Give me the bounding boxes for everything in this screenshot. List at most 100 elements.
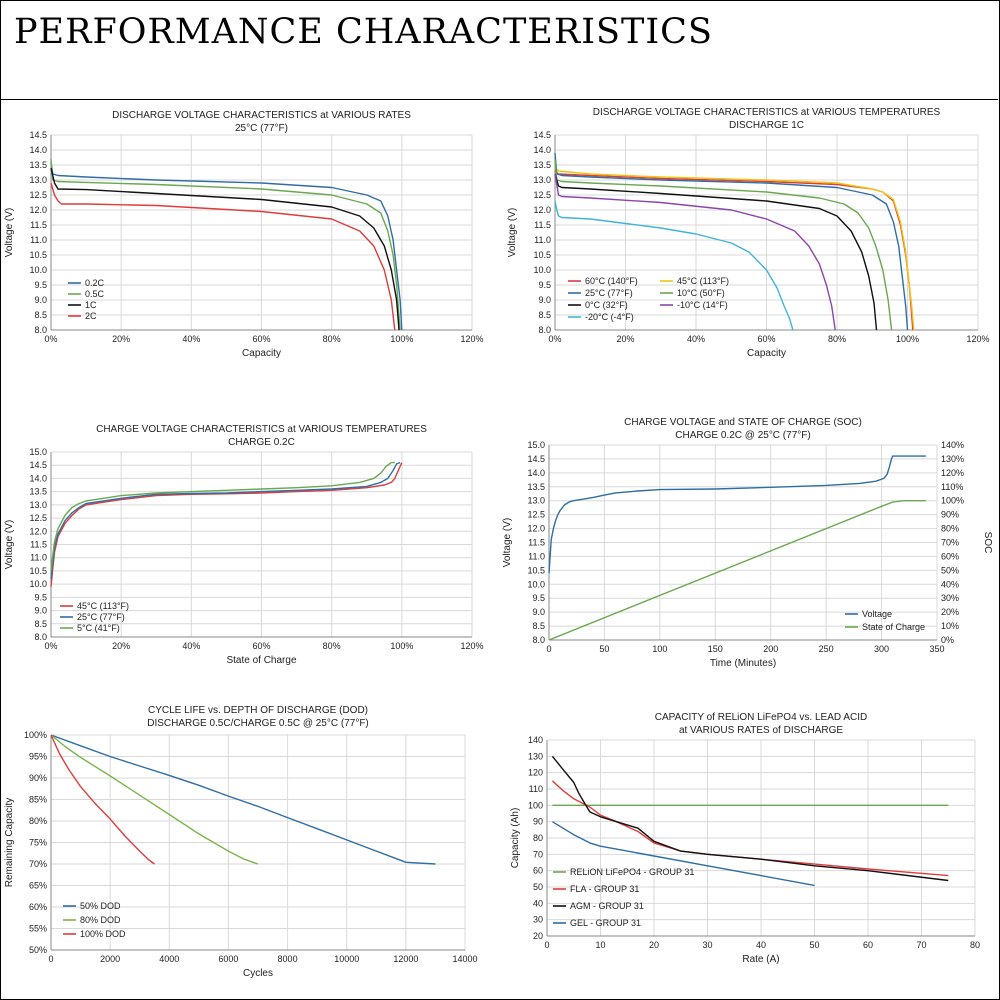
y2-tick-label: 130% — [941, 454, 964, 464]
series-line — [548, 455, 926, 574]
x-tick-label: 50 — [809, 940, 819, 950]
series-line — [50, 461, 401, 579]
y2-tick-label: 140% — [941, 440, 964, 450]
legend-label: 25°C (77°F) — [77, 612, 125, 622]
y-tick-label: 100% — [24, 730, 47, 740]
y-tick-label: 10.5 — [29, 566, 47, 576]
y-tick-label: 70 — [533, 849, 543, 859]
y-tick-label: 8.5 — [532, 621, 545, 631]
y-tick-label: 12.5 — [527, 510, 545, 520]
x-tick-label: 80% — [323, 334, 341, 344]
y-tick-label: 12.5 — [29, 190, 47, 200]
series-line — [50, 167, 400, 331]
legend-label: Voltage — [862, 609, 892, 619]
legend-label: -20°C (-4°F) — [585, 312, 634, 322]
y-tick-label: 80 — [533, 833, 543, 843]
y-tick-label: 13.5 — [29, 160, 47, 170]
y-axis-label: Capacity (Ah) — [510, 808, 521, 869]
y-tick-label: 8.0 — [532, 635, 545, 645]
series-line — [552, 821, 815, 887]
x-tick-label: 100% — [390, 641, 413, 651]
y-tick-label: 8.0 — [34, 632, 47, 642]
series-line — [50, 734, 259, 865]
y2-tick-label: 30% — [941, 593, 959, 603]
series-line — [50, 461, 395, 571]
series-line — [551, 780, 949, 877]
y-tick-label: 14.5 — [29, 460, 47, 470]
y-tick-label: 11.0 — [30, 235, 47, 245]
y-tick-label: 130 — [528, 751, 543, 761]
y-axis-label: Voltage (V) — [4, 520, 15, 569]
y-tick-label: 11.0 — [528, 551, 545, 561]
series-line — [50, 182, 396, 331]
y-tick-label: 13.5 — [527, 482, 545, 492]
y-tick-label: 110 — [529, 784, 543, 794]
y-tick-label: 12.0 — [29, 205, 47, 215]
y-tick-label: 10.0 — [29, 265, 47, 275]
x-tick-label: 10 — [595, 940, 605, 950]
x-tick-label: 80 — [970, 940, 980, 950]
legend-label: State of Charge — [862, 622, 925, 632]
chart-2: DISCHARGE VOLTAGE CHARACTERISTICS at VAR… — [507, 107, 990, 359]
y2-tick-label: 70% — [941, 538, 959, 548]
x-tick-label: 300 — [874, 644, 889, 654]
chart-1: DISCHARGE VOLTAGE CHARACTERISTICS at VAR… — [4, 110, 484, 359]
y-tick-label: 11.0 — [534, 235, 551, 245]
x-tick-label: 150 — [708, 644, 723, 654]
series-line — [50, 734, 155, 865]
y-tick-label: 8.5 — [538, 310, 551, 320]
y-tick-label: 120 — [528, 768, 543, 778]
x-tick-label: 2000 — [100, 954, 120, 964]
x-tick-label: 0% — [548, 334, 561, 344]
chart-title: CHARGE VOLTAGE and STATE OF CHARGE (SOC) — [624, 417, 862, 428]
x-tick-label: 60% — [252, 641, 270, 651]
y-tick-label: 10.5 — [527, 565, 545, 575]
y2-tick-label: 60% — [941, 551, 959, 561]
x-tick-label: 4000 — [159, 954, 179, 964]
y-tick-label: 12.0 — [527, 524, 545, 534]
y-tick-label: 13.5 — [533, 160, 551, 170]
x-tick-label: 80% — [828, 334, 846, 344]
y-tick-label: 100 — [528, 800, 543, 810]
y-tick-label: 11.5 — [534, 220, 551, 230]
chart-title: DISCHARGE VOLTAGE CHARACTERISTICS at VAR… — [112, 110, 411, 121]
legend-label: 5°C (41°F) — [77, 623, 120, 633]
y2-tick-label: 0% — [941, 635, 954, 645]
y-axis-label: Remaining Capacity — [4, 798, 15, 888]
legend-label: 45°C (113°F) — [77, 601, 129, 611]
x-axis-label: Capacity — [242, 348, 281, 359]
y-tick-label: 20 — [533, 931, 543, 941]
y2-tick-label: 40% — [941, 579, 959, 589]
x-tick-label: 12000 — [393, 954, 418, 964]
y-tick-label: 60% — [29, 902, 47, 912]
x-tick-label: 60% — [252, 334, 270, 344]
x-tick-label: 100% — [390, 334, 413, 344]
y2-tick-label: 100% — [941, 496, 964, 506]
y-tick-label: 9.5 — [34, 592, 47, 602]
x-tick-label: 80% — [323, 641, 341, 651]
chart-title: DISCHARGE VOLTAGE CHARACTERISTICS at VAR… — [593, 107, 941, 118]
y-tick-label: 40 — [533, 898, 543, 908]
x-tick-label: 60% — [757, 334, 775, 344]
y-tick-label: 14.5 — [533, 130, 551, 140]
y-tick-label: 30 — [533, 915, 543, 925]
y-tick-label: 9.0 — [538, 295, 551, 305]
x-tick-label: 8000 — [278, 954, 298, 964]
y-tick-label: 9.5 — [538, 280, 551, 290]
y-tick-label: 13.5 — [29, 487, 47, 497]
y2-tick-label: 120% — [941, 468, 964, 478]
y-tick-label: 90 — [533, 817, 543, 827]
chart-subtitle: at VARIOUS RATES of DISCHARGE — [679, 725, 843, 736]
y-tick-label: 9.0 — [34, 606, 47, 616]
legend-label: RELiON LiFePO4 - GROUP 31 — [570, 867, 694, 877]
y-tick-label: 9.5 — [34, 280, 47, 290]
y-tick-label: 12.5 — [533, 190, 551, 200]
y-tick-label: 75% — [29, 838, 47, 848]
y-axis-label: Voltage (V) — [4, 208, 15, 257]
page-header: PERFORMANCE CHARACTERISTICS — [0, 0, 998, 100]
y2-tick-label: 50% — [941, 565, 959, 575]
x-tick-label: 100 — [652, 644, 667, 654]
y2-axis-label: SOC — [982, 532, 993, 554]
x-tick-label: 20% — [112, 641, 130, 651]
y-tick-label: 15.0 — [29, 447, 47, 457]
